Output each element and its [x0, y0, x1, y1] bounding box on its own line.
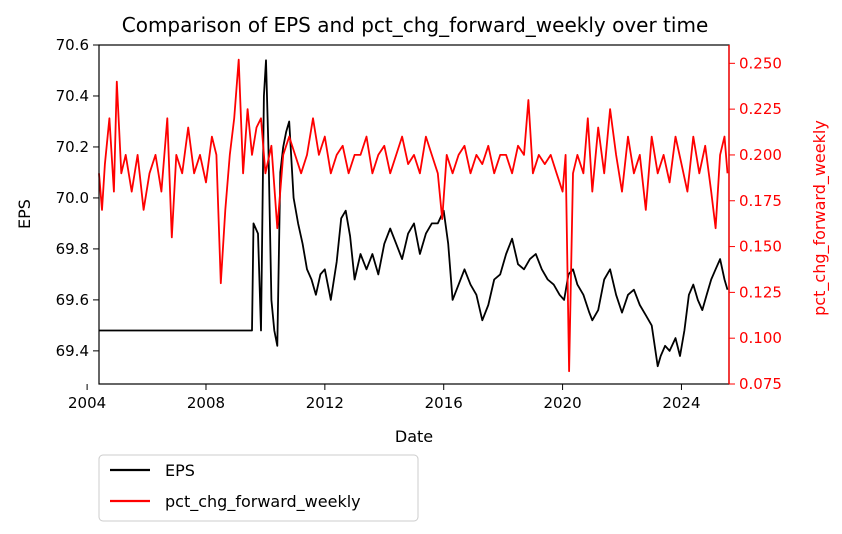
x-tick-label: 2012: [306, 394, 344, 412]
series-line-eps: [99, 59, 729, 368]
x-tick-label: 2024: [662, 394, 700, 412]
y-right-tick-label: 0.225: [739, 100, 782, 118]
y-axis-right: 0.075 0.100 0.125 0.150 0.175 0.200 0.225 0.250: [728, 45, 782, 393]
legend-label-eps: EPS: [165, 461, 195, 480]
y-left-tick-label: 70.4: [56, 87, 89, 105]
y-right-tick-label: 0.175: [739, 192, 782, 210]
y-left-tick-label: 69.8: [56, 240, 89, 258]
y-right-tick-label: 0.125: [739, 283, 782, 301]
x-axis: 2004 2008 2012 2016 2020 2024: [68, 384, 701, 412]
x-tick-label: 2008: [187, 394, 225, 412]
legend: EPS pct_chg_forward_weekly: [98, 454, 419, 522]
y-axis-left-label: EPS: [15, 199, 34, 229]
y-right-tick-label: 0.100: [739, 329, 782, 347]
y-left-tick-label: 70.0: [56, 189, 89, 207]
legend-box: [98, 454, 419, 522]
y-right-tick-label: 0.200: [739, 146, 782, 164]
chart-title: Comparison of EPS and pct_chg_forward_we…: [122, 13, 709, 37]
x-axis-label: Date: [395, 427, 433, 446]
plot-series: [98, 58, 729, 373]
x-tick-label: 2020: [543, 394, 581, 412]
legend-label-pct-chg: pct_chg_forward_weekly: [165, 492, 361, 512]
y-left-tick-label: 70.2: [56, 138, 89, 156]
y-left-tick-label: 69.6: [56, 291, 89, 309]
y-left-tick-label: 69.4: [56, 342, 89, 360]
y-axis-right-label: pct_chg_forward_weekly: [810, 120, 830, 316]
y-axis-left: 69.4 69.6 69.8 70.0 70.2 70.4 70.6: [56, 36, 99, 360]
x-tick-label: 2016: [425, 394, 463, 412]
y-right-tick-label: 0.250: [739, 54, 782, 72]
x-tick-label: 2004: [68, 394, 106, 412]
y-right-tick-label: 0.075: [739, 375, 782, 393]
series-line-pct-chg-forward-weekly: [98, 58, 729, 373]
y-right-tick-label: 0.150: [739, 238, 782, 256]
plot-frame: [98, 44, 730, 385]
y-left-tick-label: 70.6: [56, 36, 89, 54]
